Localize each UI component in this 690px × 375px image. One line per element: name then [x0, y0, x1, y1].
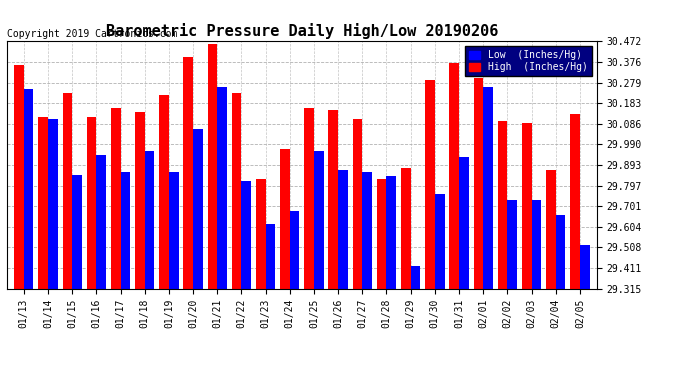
Bar [362, 172, 372, 289]
Bar [483, 87, 493, 289]
Bar [290, 211, 299, 289]
Bar [184, 57, 193, 289]
Bar [208, 44, 217, 289]
Bar [497, 121, 507, 289]
Text: Copyright 2019 Cartronics.com: Copyright 2019 Cartronics.com [7, 29, 177, 39]
Bar [256, 178, 266, 289]
Bar [546, 170, 555, 289]
Bar [435, 194, 444, 289]
Bar [145, 151, 155, 289]
Bar [72, 175, 82, 289]
Bar [217, 87, 227, 289]
Bar [338, 170, 348, 289]
Bar [266, 224, 275, 289]
Bar [425, 80, 435, 289]
Bar [377, 178, 386, 289]
Legend: Low  (Inches/Hg), High  (Inches/Hg): Low (Inches/Hg), High (Inches/Hg) [465, 46, 592, 76]
Bar [87, 117, 97, 289]
Bar [14, 65, 24, 289]
Bar [507, 200, 517, 289]
Bar [449, 63, 459, 289]
Bar [353, 118, 362, 289]
Bar [280, 148, 290, 289]
Bar [531, 200, 541, 289]
Bar [328, 110, 338, 289]
Bar [39, 117, 48, 289]
Bar [314, 151, 324, 289]
Bar [159, 95, 169, 289]
Bar [473, 78, 483, 289]
Bar [522, 123, 531, 289]
Bar [48, 119, 58, 289]
Bar [241, 181, 251, 289]
Bar [135, 112, 145, 289]
Bar [401, 168, 411, 289]
Bar [304, 108, 314, 289]
Bar [459, 157, 469, 289]
Bar [411, 266, 420, 289]
Bar [121, 172, 130, 289]
Bar [111, 108, 121, 289]
Bar [555, 215, 565, 289]
Bar [63, 93, 72, 289]
Title: Barometric Pressure Daily High/Low 20190206: Barometric Pressure Daily High/Low 20190… [106, 23, 498, 39]
Bar [193, 129, 203, 289]
Bar [169, 172, 179, 289]
Bar [570, 114, 580, 289]
Bar [232, 93, 241, 289]
Bar [97, 155, 106, 289]
Bar [24, 89, 34, 289]
Bar [580, 245, 589, 289]
Bar [386, 177, 396, 289]
